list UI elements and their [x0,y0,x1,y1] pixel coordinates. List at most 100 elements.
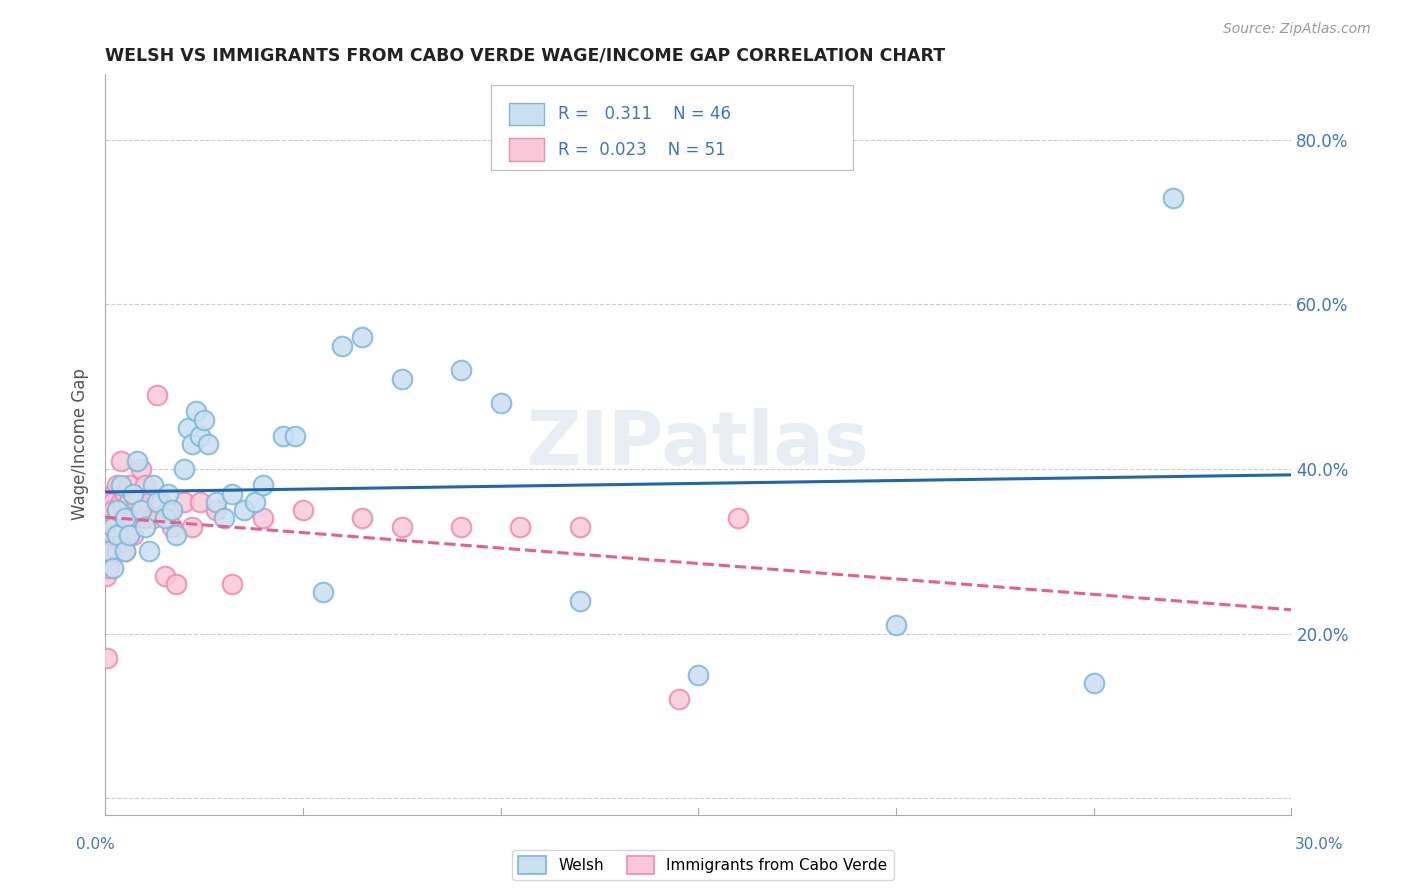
Point [181,519,204,533]
Point [153,569,176,583]
Point [134,519,156,533]
Point [98,560,121,574]
Point [129,462,152,476]
Point [153,511,176,525]
Point [173,462,195,476]
Point [212,511,235,525]
Text: R =   0.311    N = 46: R = 0.311 N = 46 [558,104,731,123]
Point [114,544,136,558]
Point [157,503,180,517]
Point [105,503,128,517]
Point [252,478,274,492]
Point [177,421,200,435]
Point [101,528,124,542]
Point [205,503,228,517]
Point [118,528,141,542]
Point [162,503,184,517]
Point [118,478,141,492]
Point [105,544,128,558]
Point [165,577,187,591]
Point [1083,676,1105,690]
Point [138,495,160,509]
Point [122,511,145,525]
Point [188,429,211,443]
Point [105,478,128,492]
Point [125,495,148,509]
Point [391,371,413,385]
Y-axis label: Wage/Income Gap: Wage/Income Gap [72,368,89,520]
Point [173,495,195,509]
Text: Source: ZipAtlas.com: Source: ZipAtlas.com [1223,22,1371,37]
Point [110,454,132,468]
Point [688,667,710,681]
Point [450,363,472,377]
Point [129,503,152,517]
Text: 0.0%: 0.0% [76,838,115,852]
Point [101,519,124,533]
Point [252,511,274,525]
Point [96,569,118,583]
Point [188,495,211,509]
Point [105,528,128,542]
Point [105,528,128,542]
Point [221,486,243,500]
Point [118,495,141,509]
Point [568,593,591,607]
Point [332,338,354,352]
FancyBboxPatch shape [491,86,852,170]
Point [205,495,228,509]
Point [232,503,254,517]
Text: ZIPatlas: ZIPatlas [527,408,870,481]
Point [145,495,167,509]
Legend: Welsh, Immigrants from Cabo Verde: Welsh, Immigrants from Cabo Verde [512,850,894,880]
Point [114,486,136,500]
Point [101,495,124,509]
Point [134,478,156,492]
Point [96,651,118,665]
Text: R =  0.023    N = 51: R = 0.023 N = 51 [558,141,725,159]
Point [114,511,136,525]
Point [101,519,124,533]
Point [568,519,591,533]
Point [134,511,156,525]
Point [162,519,184,533]
Point [197,437,219,451]
Point [110,495,132,509]
Point [98,544,121,558]
Point [352,511,374,525]
Point [114,519,136,533]
Point [110,536,132,550]
Point [122,486,145,500]
Point [509,519,531,533]
Point [1161,190,1184,204]
Point [165,528,187,542]
Point [110,478,132,492]
Point [157,486,180,500]
Point [245,495,267,509]
Point [145,388,167,402]
Point [221,577,243,591]
Point [98,544,121,558]
Point [138,544,160,558]
Text: WELSH VS IMMIGRANTS FROM CABO VERDE WAGE/INCOME GAP CORRELATION CHART: WELSH VS IMMIGRANTS FROM CABO VERDE WAGE… [105,46,945,64]
Point [668,692,690,706]
Point [727,511,749,525]
Point [450,519,472,533]
Point [186,404,208,418]
Point [122,528,145,542]
Point [149,495,172,509]
Point [125,454,148,468]
FancyBboxPatch shape [509,138,544,161]
Text: 30.0%: 30.0% [1295,838,1343,852]
Point [142,511,165,525]
Point [181,437,204,451]
Point [101,486,124,500]
Point [284,429,307,443]
Point [98,503,121,517]
Point [291,503,314,517]
Point [105,503,128,517]
Point [352,330,374,344]
Point [193,412,215,426]
FancyBboxPatch shape [509,103,544,125]
Point [98,528,121,542]
